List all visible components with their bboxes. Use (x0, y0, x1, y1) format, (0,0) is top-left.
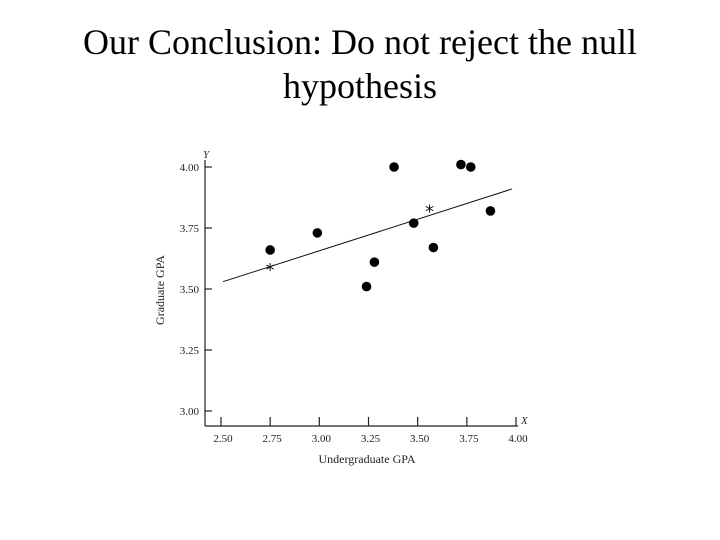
data-point (312, 228, 323, 238)
x-tick-label: 3.25 (361, 433, 381, 445)
data-point (408, 218, 419, 228)
data-point (428, 242, 439, 253)
data-point (361, 281, 372, 292)
regression-line (222, 188, 513, 283)
y-tick-label: 3.75 (180, 223, 200, 235)
star-marker: * (266, 260, 275, 281)
y-axis: 3.00 3.25 3.50 3.75 4.00 (180, 160, 212, 426)
y-tick-label: 3.25 (180, 345, 200, 357)
x-axis-label: Undergraduate GPA (319, 452, 416, 466)
data-point (389, 162, 399, 172)
y-tick-label: 4.00 (180, 162, 200, 174)
data-point (456, 159, 466, 170)
x-tick-label: 4.00 (508, 433, 528, 445)
star-markers: ** (266, 201, 434, 281)
x-axis-letter: X (520, 415, 529, 427)
x-tick-label: 2.75 (263, 433, 283, 445)
star-marker: * (425, 201, 434, 222)
data-points (265, 159, 496, 292)
slide-title-line-1: Our Conclusion: Do not reject the null (83, 22, 637, 62)
y-tick-label: 3.00 (180, 406, 200, 418)
data-point (465, 162, 476, 172)
x-tick-label: 2.50 (213, 433, 233, 445)
y-tick-label: 3.50 (180, 284, 200, 296)
slide-title: Our Conclusion: Do not reject the null h… (0, 20, 720, 108)
data-point (369, 257, 380, 267)
slide-title-line-2: hypothesis (282, 66, 437, 106)
x-tick-label: 3.75 (459, 433, 479, 445)
x-axis: 2.50 2.75 3.00 3.25 3.50 3.75 4.00 (205, 417, 528, 445)
data-point (485, 206, 496, 216)
y-axis-letter: Y (203, 149, 211, 161)
y-axis-label: Graduate GPA (153, 255, 167, 325)
x-tick-label: 3.00 (312, 433, 332, 445)
x-tick-label: 3.50 (410, 433, 430, 445)
data-point (265, 245, 275, 255)
